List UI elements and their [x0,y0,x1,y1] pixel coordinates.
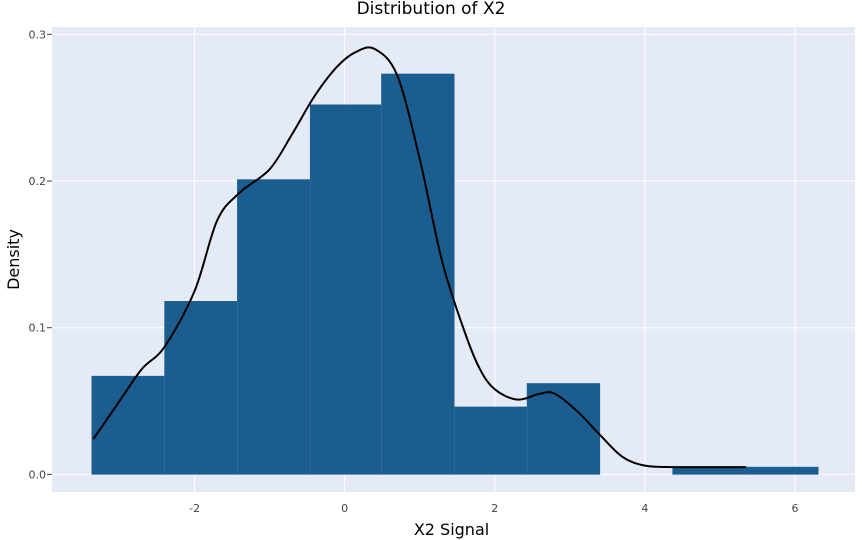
x-tick-label: 6 [791,502,798,515]
y-axis-title: Density [4,229,23,290]
x-tick-label: 4 [641,502,648,515]
x-tick-label: 0 [341,502,348,515]
histogram-bar [745,466,819,475]
histogram-bar [381,73,455,475]
x-axis-title: X2 Signal [414,520,489,539]
histogram-bar [237,179,311,475]
histogram-bar [309,104,382,475]
histogram-bar [672,466,746,475]
density-curve [92,46,747,469]
x-tick-label: 2 [491,502,498,515]
x-axis-ticks: -2 0 2 4 6 [189,502,798,515]
y-tick-label: 0.0 [29,468,47,481]
x-tick-label: -2 [189,502,200,515]
y-tick-label: 0.3 [29,28,47,41]
y-axis-ticks: 0.0 0.1 0.2 0.3 [29,28,52,481]
histogram-bar [164,301,238,475]
histogram-bar [526,383,601,475]
y-tick-label: 0.1 [29,322,47,335]
y-tick-label: 0.2 [29,175,47,188]
histogram-bar [454,406,528,475]
chart-title: Distribution of X2 [357,0,506,19]
